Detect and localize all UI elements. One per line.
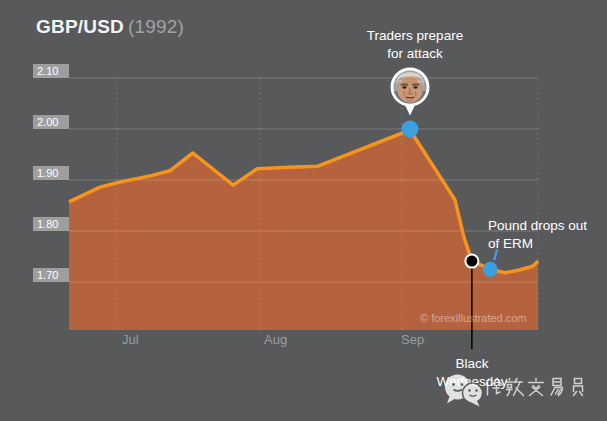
price-chart — [0, 0, 607, 421]
y-axis-label-2-00: 2.00 — [33, 115, 69, 129]
area-fill — [69, 130, 538, 330]
y-axis-label-1-80: 1.80 — [33, 217, 69, 231]
currency-pair: GBP/USD — [36, 16, 124, 37]
annotation-line: Black — [436, 355, 507, 373]
x-axis-label-aug: Aug — [264, 332, 287, 347]
wechat-icon — [445, 375, 483, 407]
annotation-pound-drops: Pound drops out of ERM — [488, 217, 587, 253]
george-soros-avatar — [388, 65, 432, 119]
annotation-line: of ERM — [488, 235, 587, 253]
annotation-traders-prepare: Traders prepare for attack — [367, 27, 463, 63]
chart-title: GBP/USD(1992) — [36, 16, 184, 38]
annotation-line: Pound drops out — [488, 217, 587, 235]
annotation-line: Traders prepare — [367, 27, 463, 45]
x-axis-label-jul: Jul — [122, 332, 139, 347]
peak-marker — [401, 121, 418, 138]
black-wednesday-marker — [466, 256, 477, 267]
chart-canvas: GBP/USD(1992) 2.10 2.00 1.90 1.80 1.70 J… — [0, 0, 607, 421]
wechat-watermark-text — [486, 379, 583, 396]
y-axis-label-1-70: 1.70 — [33, 268, 69, 282]
erm-drop-marker — [483, 262, 498, 277]
annotation-line: for attack — [367, 45, 463, 63]
wechat-watermark — [444, 374, 589, 414]
y-axis-label-1-90: 1.90 — [33, 166, 69, 180]
x-axis-label-sep: Sep — [401, 332, 424, 347]
y-axis-label-2-10: 2.10 — [33, 64, 69, 78]
source-watermark: © forexillustrated.com — [420, 312, 527, 324]
chart-year: (1992) — [128, 16, 184, 37]
